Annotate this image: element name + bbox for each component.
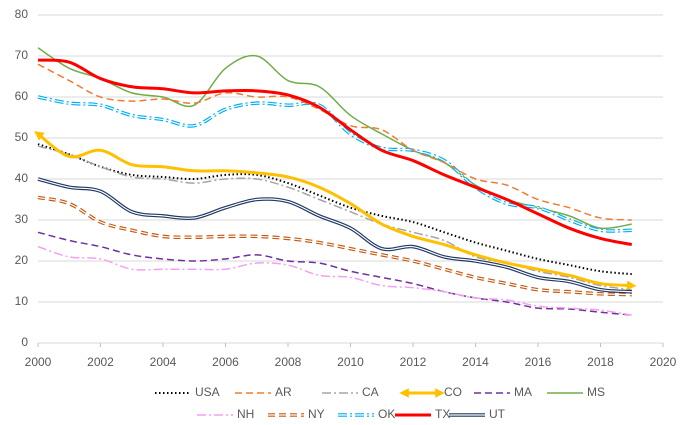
legend-label: OK bbox=[378, 407, 395, 421]
y-tick-label: 20 bbox=[15, 253, 29, 267]
x-tick-label: 2002 bbox=[87, 355, 114, 369]
legend-label: CO bbox=[444, 385, 462, 399]
x-tick-label: 2016 bbox=[525, 355, 552, 369]
series-line-inner bbox=[37, 178, 632, 293]
y-tick-label: 10 bbox=[15, 294, 29, 308]
x-tick-label: 2006 bbox=[212, 355, 239, 369]
legend-label: MS bbox=[587, 385, 605, 399]
series-line bbox=[34, 131, 637, 291]
x-tick-label: 2014 bbox=[462, 355, 489, 369]
x-tick-label: 2018 bbox=[587, 355, 614, 369]
series-line bbox=[37, 245, 632, 316]
x-tick-label: 2004 bbox=[150, 355, 177, 369]
legend-label: USA bbox=[195, 385, 220, 399]
legend-label: CA bbox=[362, 385, 379, 399]
x-tick-label: 2008 bbox=[275, 355, 302, 369]
series-line bbox=[37, 63, 632, 221]
y-tick-label: 60 bbox=[15, 89, 29, 103]
y-tick-label: 50 bbox=[15, 130, 29, 144]
legend-label: AR bbox=[275, 385, 292, 399]
legend-label: NY bbox=[308, 407, 325, 421]
y-tick-label: 70 bbox=[15, 48, 29, 62]
y-tick-label: 40 bbox=[15, 171, 29, 185]
legend-label: MA bbox=[514, 385, 532, 399]
x-tick-label: 2020 bbox=[650, 355, 677, 369]
x-tick-label: 2010 bbox=[337, 355, 364, 369]
series-line bbox=[37, 231, 632, 316]
y-tick-label: 30 bbox=[15, 212, 29, 226]
x-tick-label: 2012 bbox=[400, 355, 427, 369]
y-tick-label: 0 bbox=[21, 335, 28, 349]
x-tick-label: 2000 bbox=[25, 355, 52, 369]
legend-label: NH bbox=[237, 407, 254, 421]
legend-label: TX bbox=[435, 407, 450, 421]
series-line bbox=[37, 58, 633, 247]
y-tick-label: 80 bbox=[15, 7, 29, 21]
legend-label: UT bbox=[489, 407, 506, 421]
